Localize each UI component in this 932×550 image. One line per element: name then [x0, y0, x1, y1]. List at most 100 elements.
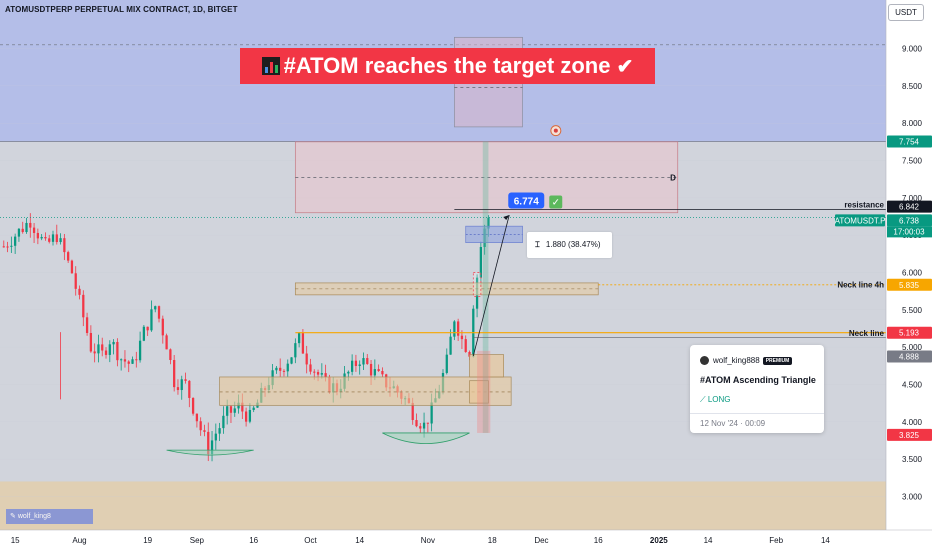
- idea-card[interactable]: wolf_king888 PREMIUM #ATOM Ascending Tria…: [690, 345, 824, 433]
- candle-body: [316, 372, 320, 375]
- candle-body: [17, 228, 21, 237]
- price-tag-text: 5.193: [899, 329, 920, 338]
- candle-body: [51, 234, 55, 242]
- y-tick-label: 8.000: [902, 119, 923, 128]
- y-tick-label: 9.000: [902, 45, 923, 54]
- chart-zones: [0, 0, 886, 530]
- candle-body: [59, 238, 62, 243]
- idea-direction: LONG: [707, 395, 731, 404]
- candle-body: [108, 344, 111, 355]
- candle-body: [169, 349, 172, 361]
- target-bubble: [508, 192, 545, 209]
- candle-body: [176, 387, 180, 391]
- candle-body: [453, 321, 456, 337]
- price-tag-text: 3.825: [899, 431, 920, 440]
- candle-body: [373, 369, 376, 376]
- candle-body: [29, 222, 32, 228]
- watermark-icon: ✎: [10, 513, 18, 520]
- target-zone-top: [0, 0, 886, 45]
- vertical-highlight-red: [477, 350, 491, 433]
- price-tag-text: 6.738: [899, 216, 920, 225]
- candle-body: [104, 350, 108, 355]
- candle-body: [85, 317, 89, 333]
- chart-title: ATOMUSDTPERP PERPETUAL MIX CONTRACT, 1D,…: [5, 5, 238, 14]
- candle-body: [460, 335, 464, 340]
- currency-button[interactable]: USDT: [888, 4, 924, 21]
- candle-body: [55, 234, 58, 243]
- candle-body: [244, 411, 248, 422]
- candle-body: [275, 367, 278, 371]
- idea-title[interactable]: #ATOM Ascending Triangle: [700, 375, 816, 385]
- candle-body: [150, 309, 153, 331]
- candle-body: [123, 359, 127, 362]
- target-range-box: [294, 141, 679, 214]
- x-tick-label: 19: [143, 536, 152, 545]
- candle-body: [419, 426, 422, 429]
- candle-body: [313, 371, 316, 373]
- candle-body: [138, 340, 142, 361]
- candle-body: [40, 236, 43, 239]
- x-axis: 15 Aug 19 Sep 16 Oct 14 Nov 18 Dec 16 2025 14 Feb 14: [0, 529, 932, 550]
- neck-line-label: Neck line: [849, 329, 885, 338]
- candle-body: [154, 306, 157, 310]
- price-tag: [887, 350, 932, 363]
- candle-body: [411, 402, 414, 421]
- x-tick-label: Nov: [421, 536, 435, 545]
- x-axis-panel: [0, 530, 932, 550]
- candle-body: [127, 361, 130, 364]
- candle-body: [180, 379, 183, 391]
- candle-body: [366, 358, 369, 364]
- candle-body: [449, 336, 452, 355]
- y-tick-label: 3.000: [902, 492, 923, 501]
- symbol-tag-text: ATOMUSDT.P: [835, 216, 886, 225]
- idea-date: 12 Nov '24 · 00:09: [700, 419, 766, 428]
- watermark: ✎ wolf_king8: [6, 509, 93, 524]
- price-tag-text: 4.888: [899, 352, 920, 361]
- base-box: [219, 376, 512, 406]
- candle-body: [21, 228, 24, 233]
- candle-body: [48, 238, 51, 242]
- price-tag-text: 7.754: [899, 138, 920, 147]
- candle-body: [203, 430, 206, 432]
- x-tick-label: 16: [594, 536, 603, 545]
- price-tag-text: 6.842: [899, 203, 920, 212]
- candle-body: [112, 341, 115, 345]
- avatar: [700, 356, 709, 365]
- y-tick-label: 4.000: [902, 418, 923, 427]
- candle-body: [146, 326, 149, 331]
- candle-body: [369, 363, 373, 376]
- x-tick-label: Dec: [534, 536, 548, 545]
- candle-body: [415, 420, 418, 427]
- candle-body: [377, 369, 380, 371]
- candle-body: [10, 245, 13, 247]
- long-arrow-icon: ⟋: [700, 395, 708, 404]
- candle-body: [142, 326, 146, 341]
- check-icon: ✔: [616, 56, 634, 78]
- measure-icon: ⌶: [535, 240, 540, 249]
- y-tick-label: 6.000: [902, 268, 923, 277]
- candle-body: [252, 407, 255, 410]
- candle-body: [241, 402, 244, 412]
- y-axis: 3.0003.5004.0004.5005.0005.5006.0006.500…: [885, 0, 932, 550]
- symbol-tag: [835, 214, 885, 227]
- x-tick-label: Aug: [72, 536, 86, 545]
- candle-body: [248, 409, 252, 422]
- price-tag: [887, 200, 932, 213]
- candle-body: [290, 357, 293, 364]
- price-tag-text: 5.835: [899, 281, 920, 290]
- candle-body: [279, 367, 282, 371]
- countdown-tag: [887, 226, 932, 238]
- candle-body: [381, 370, 384, 375]
- candle-body: [6, 246, 9, 248]
- author-name[interactable]: wolf_king888: [713, 356, 760, 365]
- countdown-text: 17:00:03: [893, 227, 925, 236]
- candle-body: [67, 252, 70, 261]
- candle-body: [358, 364, 361, 366]
- d-label: D: [670, 174, 676, 183]
- candle-body: [422, 422, 426, 429]
- candle-body: [14, 236, 17, 246]
- candle-body: [89, 332, 93, 352]
- candle-body: [354, 360, 358, 366]
- candle-body: [165, 335, 168, 350]
